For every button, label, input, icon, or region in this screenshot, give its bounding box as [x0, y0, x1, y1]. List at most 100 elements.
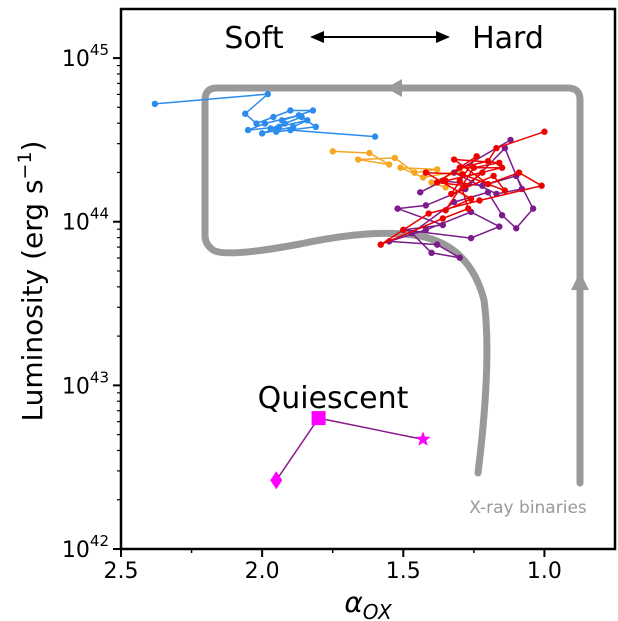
x-tick-label-1: 2.0 — [245, 559, 280, 584]
series-0-point-11 — [275, 123, 283, 131]
series-1-point-1 — [366, 149, 373, 157]
series-3-point-26 — [377, 241, 384, 248]
series-1-point-0 — [329, 148, 336, 155]
soft-label: Soft — [224, 21, 283, 56]
series-3-point-29 — [456, 177, 463, 185]
series-2-point-0 — [507, 136, 514, 144]
series-3-point-3 — [456, 164, 463, 171]
series-0 — [151, 90, 379, 140]
series-0-point-19 — [273, 128, 280, 135]
series-3-point-16 — [442, 207, 449, 214]
series-3-point-4 — [498, 164, 506, 171]
series-0-point-18 — [312, 123, 319, 131]
x-axis-title: αOX — [344, 586, 393, 621]
xrb-label: X-ray binaries — [469, 498, 587, 518]
x-tick-label-0: 2.5 — [104, 559, 139, 584]
xrb-track — [201, 79, 589, 487]
series-2-point-21 — [498, 211, 506, 219]
xrb-arrow-top-icon — [386, 79, 402, 97]
series-3-point-6 — [479, 169, 486, 176]
series-0-point-9 — [261, 120, 269, 127]
series-2 — [385, 136, 537, 261]
series-0-point-3 — [253, 120, 260, 127]
series-4-point-2 — [415, 431, 431, 446]
series-3 — [377, 128, 548, 248]
series-4-line — [275, 417, 424, 481]
series-0-line — [154, 93, 376, 138]
series-2-point-16 — [456, 254, 463, 261]
series-3-line — [380, 130, 545, 246]
series-2-point-15 — [433, 241, 441, 248]
series-2-point-27 — [417, 189, 424, 196]
series-3-point-19 — [450, 156, 458, 163]
series-3-point-7 — [462, 182, 469, 189]
series-3-point-25 — [400, 226, 407, 234]
series-2-point-7 — [394, 205, 401, 212]
series-3-point-11 — [490, 172, 497, 180]
series-4-point-1 — [311, 411, 326, 426]
hard-label: Hard — [472, 21, 544, 56]
series-3-point-24 — [425, 210, 432, 217]
series-3-point-21 — [515, 169, 523, 176]
series-2-point-13 — [422, 226, 430, 234]
series-3-point-20 — [484, 180, 492, 188]
series-1-point-6 — [433, 166, 441, 173]
series-1-point-5 — [411, 169, 418, 176]
series-1-point-8 — [419, 174, 427, 181]
series-3-point-5 — [442, 177, 449, 185]
series-0-point-0 — [151, 100, 159, 108]
y-tick-label-3: 1045 — [62, 41, 109, 72]
series-2-point-6 — [422, 202, 430, 209]
xrb-arrow-right-icon — [571, 272, 589, 290]
series-0-point-10 — [244, 126, 252, 134]
series-0-point-16 — [281, 120, 288, 127]
series-2-point-11 — [496, 223, 503, 230]
xrb-outer-loop — [201, 84, 584, 487]
series-0-point-17 — [298, 113, 305, 121]
series-0-point-2 — [242, 110, 249, 117]
series-3-point-2 — [484, 157, 492, 165]
series-0-point-21 — [371, 133, 379, 140]
series-2-point-20 — [484, 189, 492, 196]
series-1-point-4 — [391, 154, 399, 162]
series-0-point-1 — [264, 90, 271, 98]
series-0-point-5 — [287, 107, 294, 114]
y-tick-label-2: 1044 — [62, 205, 109, 236]
series-3-point-8 — [433, 179, 441, 186]
series-3-point-18 — [496, 159, 503, 167]
series-2-point-22 — [513, 225, 520, 232]
series-2-point-17 — [428, 249, 435, 257]
series-3-point-12 — [501, 187, 509, 194]
y-tick-label-0: 1042 — [62, 532, 109, 563]
series-3-point-10 — [448, 190, 455, 198]
series-1-point-3 — [354, 156, 362, 163]
series-3-point-28 — [465, 205, 472, 212]
series-3-point-22 — [538, 182, 545, 189]
series-3-point-15 — [467, 195, 475, 203]
series-1-point-2 — [385, 161, 393, 168]
soft-hard-arrow — [310, 31, 450, 43]
series-1 — [329, 148, 463, 191]
series-1-point-7 — [397, 164, 404, 171]
series-2-line — [388, 139, 534, 259]
series-1-point-10 — [428, 179, 435, 186]
series-4-point-0 — [270, 471, 283, 490]
series-3-point-13 — [459, 171, 466, 178]
series-3-point-1 — [493, 144, 500, 152]
series-2-point-25 — [479, 182, 486, 189]
series-3-point-0 — [541, 128, 548, 135]
series-0-point-20 — [287, 126, 294, 134]
series-0-point-14 — [304, 117, 311, 124]
series-3-point-17 — [470, 164, 478, 171]
quiescent-label: Quiescent — [258, 381, 409, 416]
y-tick-label-1: 1043 — [62, 368, 109, 399]
series-3-point-14 — [422, 169, 430, 176]
series-0-point-4 — [270, 113, 277, 121]
series-2-point-8 — [439, 221, 447, 229]
y-axis-title: Luminosity (erg s−1) — [14, 141, 49, 422]
series-3-point-27 — [439, 215, 447, 222]
series-0-point-15 — [267, 125, 274, 132]
plot-frame — [119, 7, 617, 551]
series-2-point-23 — [529, 205, 537, 212]
